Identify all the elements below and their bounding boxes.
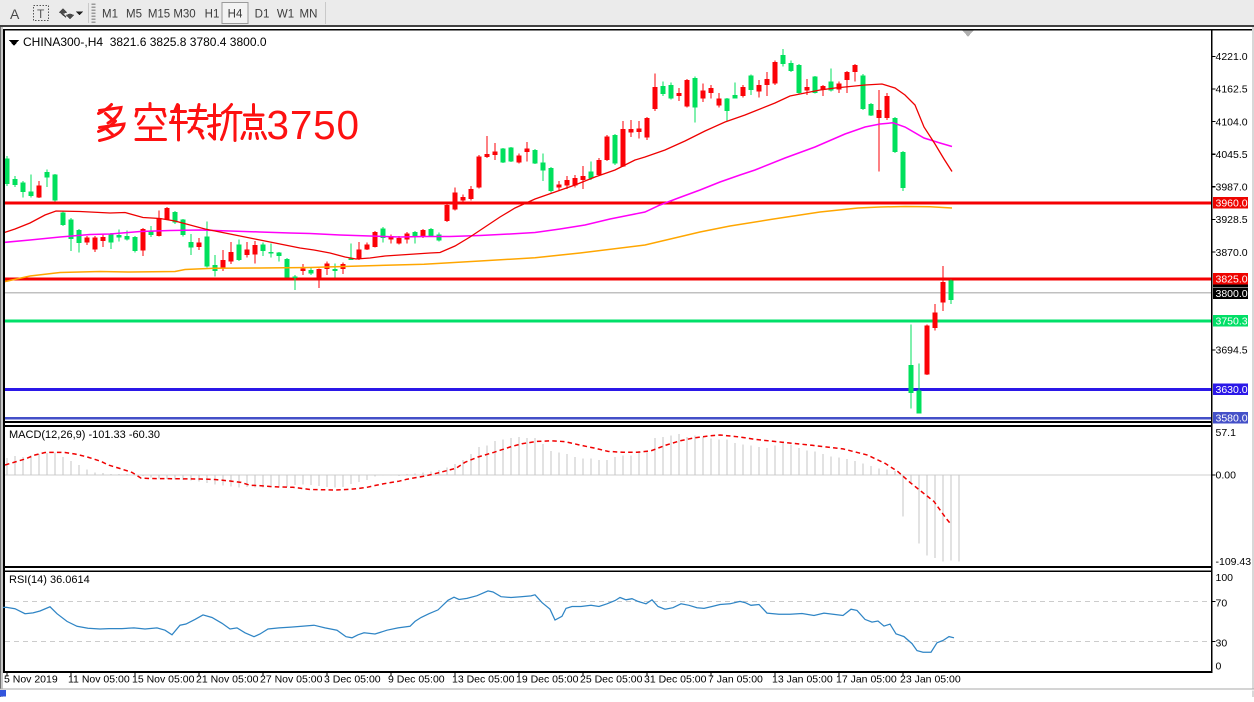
svg-text:A: A <box>10 6 20 22</box>
svg-text:17 Jan 05:00: 17 Jan 05:00 <box>836 674 897 686</box>
svg-text:4221.0: 4221.0 <box>1216 51 1248 63</box>
svg-text:4162.5: 4162.5 <box>1216 84 1248 96</box>
svg-text:3960.0: 3960.0 <box>1216 198 1248 210</box>
svg-text:3580.0: 3580.0 <box>1216 413 1248 425</box>
svg-text:M30: M30 <box>173 9 195 21</box>
svg-text:M15: M15 <box>148 9 170 21</box>
svg-text:T: T <box>37 7 45 21</box>
svg-text:D1: D1 <box>255 9 270 21</box>
svg-text:31 Dec 05:00: 31 Dec 05:00 <box>644 674 707 686</box>
svg-text:3694.5: 3694.5 <box>1216 345 1248 357</box>
svg-text:19 Dec 05:00: 19 Dec 05:00 <box>516 674 579 686</box>
svg-text:23 Jan 05:00: 23 Jan 05:00 <box>900 674 961 686</box>
svg-text:3750: 3750 <box>267 102 360 148</box>
svg-text:9 Dec 05:00: 9 Dec 05:00 <box>388 674 445 686</box>
svg-text:70: 70 <box>1216 598 1228 610</box>
svg-text:0.00: 0.00 <box>1216 470 1237 482</box>
svg-text:3987.0: 3987.0 <box>1216 182 1248 194</box>
svg-text:30: 30 <box>1216 638 1228 650</box>
svg-text:3928.5: 3928.5 <box>1216 214 1248 226</box>
svg-text:3750.3: 3750.3 <box>1216 316 1248 328</box>
svg-text:3870.0: 3870.0 <box>1216 247 1248 259</box>
svg-text:-109.43: -109.43 <box>1216 556 1252 568</box>
svg-text:11 Nov 05:00: 11 Nov 05:00 <box>68 674 130 686</box>
svg-text:3630.0: 3630.0 <box>1216 384 1248 396</box>
svg-text:100: 100 <box>1216 572 1234 584</box>
svg-text:MACD(12,26,9) -101.33 -60.30: MACD(12,26,9) -101.33 -60.30 <box>9 429 160 441</box>
svg-text:25 Dec 05:00: 25 Dec 05:00 <box>580 674 643 686</box>
svg-text:3800.0: 3800.0 <box>1216 288 1248 300</box>
svg-text:13 Dec 05:00: 13 Dec 05:00 <box>452 674 515 686</box>
svg-text:CHINA300-,H4 3821.6 3825.8 37: CHINA300-,H4 3821.6 3825.8 3780.4 3800.0 <box>23 35 267 49</box>
svg-text:MN: MN <box>300 9 318 21</box>
svg-text:57.1: 57.1 <box>1216 427 1237 439</box>
svg-text:15 Nov 05:00: 15 Nov 05:00 <box>132 674 195 686</box>
svg-text:0: 0 <box>1216 660 1222 672</box>
svg-text:M1: M1 <box>102 9 118 21</box>
svg-text:13 Jan 05:00: 13 Jan 05:00 <box>772 674 833 686</box>
svg-text:4045.5: 4045.5 <box>1216 149 1248 161</box>
svg-text:M5: M5 <box>126 9 142 21</box>
svg-text:7 Jan 05:00: 7 Jan 05:00 <box>708 674 763 686</box>
svg-text:RSI(14) 36.0614: RSI(14) 36.0614 <box>9 574 90 586</box>
svg-text:5 Nov 2019: 5 Nov 2019 <box>4 674 58 686</box>
svg-text:H4: H4 <box>228 9 243 21</box>
svg-text:27 Nov 05:00: 27 Nov 05:00 <box>260 674 323 686</box>
svg-text:H1: H1 <box>205 9 220 21</box>
svg-text:3825.0: 3825.0 <box>1216 274 1248 286</box>
svg-text:4104.0: 4104.0 <box>1216 116 1248 128</box>
svg-text:3 Dec 05:00: 3 Dec 05:00 <box>324 674 381 686</box>
svg-text:W1: W1 <box>277 9 294 21</box>
svg-text:21 Nov 05:00: 21 Nov 05:00 <box>196 674 259 686</box>
